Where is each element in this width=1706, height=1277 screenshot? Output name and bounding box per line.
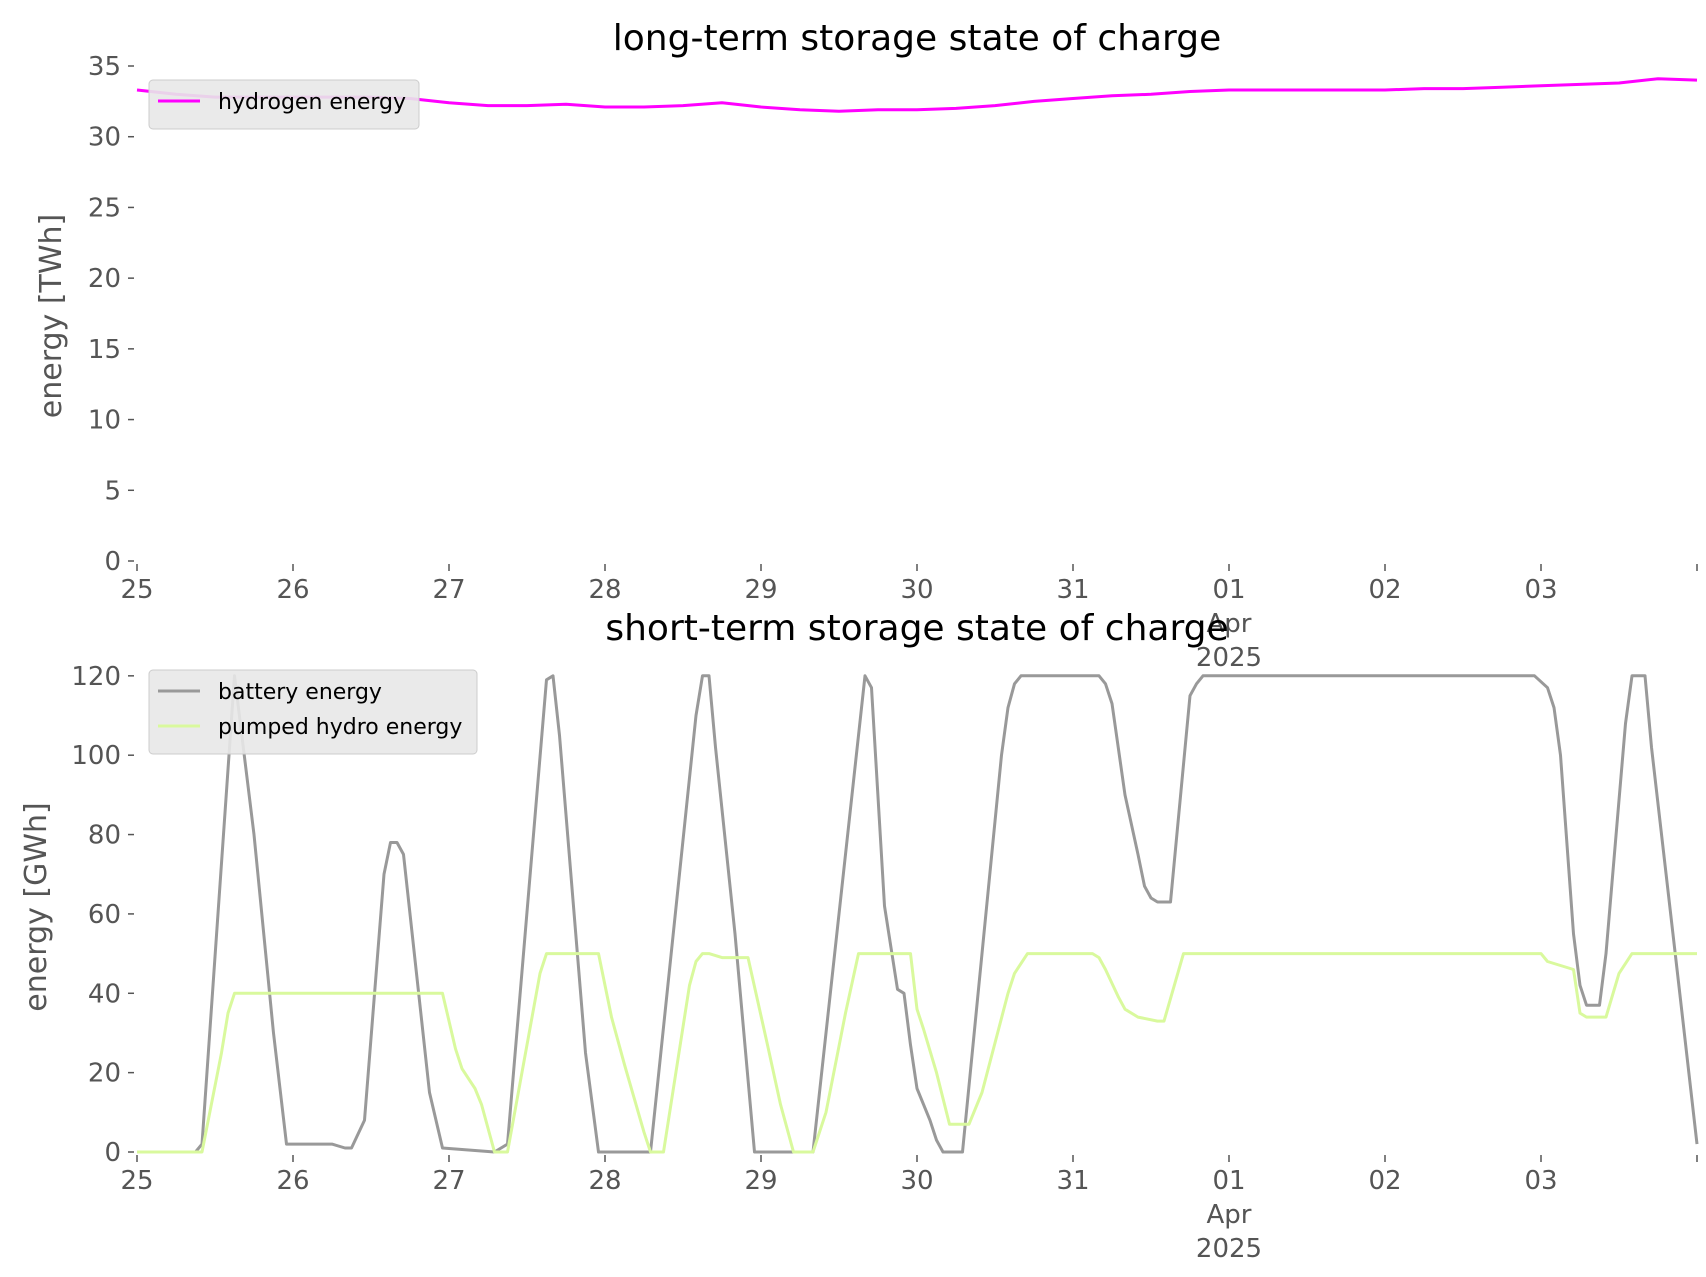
y-tick-label: 120 <box>71 662 121 692</box>
x-tick-label: 01 <box>1212 575 1245 605</box>
y-tick-label: 25 <box>88 193 121 223</box>
y-tick-label: 30 <box>88 123 121 153</box>
y-tick-label: 60 <box>88 900 121 930</box>
x-tick-label: 28 <box>588 575 621 605</box>
x-tick-label: 30 <box>900 1166 933 1196</box>
x-tick-sublabel: Apr <box>1207 1200 1252 1230</box>
x-tick-label: 03 <box>1524 1166 1557 1196</box>
long-term-chart: long-term storage state of charge energy… <box>34 18 1698 673</box>
legend-label: hydrogen energy <box>218 90 406 115</box>
x-tick-label: 03 <box>1524 575 1557 605</box>
x-tick-label: 02 <box>1368 1166 1401 1196</box>
x-tick-label: 31 <box>1056 1166 1089 1196</box>
plot-lines <box>137 674 1699 1154</box>
x-tick-label: 28 <box>588 1166 621 1196</box>
x-tick-sublabel: 2025 <box>1196 1234 1262 1264</box>
x-tick-label: 29 <box>744 1166 777 1196</box>
x-tick-label: 27 <box>432 1166 465 1196</box>
x-tick-label: 31 <box>1056 575 1089 605</box>
y-tick-label: 35 <box>88 52 121 82</box>
x-tick-label: 30 <box>900 575 933 605</box>
short-term-chart: short-term storage state of charge energ… <box>19 608 1699 1264</box>
legend-label: battery energy <box>218 680 382 705</box>
y-tick-label: 20 <box>88 264 121 294</box>
y-tick-label: 0 <box>104 1138 121 1168</box>
y-axis-label: energy [TWh] <box>34 214 69 418</box>
y-tick-label: 10 <box>88 406 121 436</box>
legend-box <box>148 79 420 130</box>
y-axis: 0 5 10 15 20 25 30 35 <box>88 52 134 577</box>
chart-title: short-term storage state of charge <box>605 608 1228 649</box>
legend: hydrogen energy <box>148 79 420 130</box>
x-axis: 25 26 27 28 29 30 31 01 Apr 2025 02 03 <box>120 1155 1698 1264</box>
x-tick-label: 26 <box>276 575 309 605</box>
y-tick-label: 5 <box>104 476 121 506</box>
x-tick-label: 25 <box>120 1166 153 1196</box>
y-tick-label: 15 <box>88 335 121 365</box>
y-tick-label: 20 <box>88 1059 121 1089</box>
chart-title: long-term storage state of charge <box>613 18 1221 59</box>
legend-box <box>148 669 478 755</box>
y-tick-label: 100 <box>71 741 121 771</box>
x-tick-label: 02 <box>1368 575 1401 605</box>
x-axis: 25 26 27 28 29 30 31 01 Apr 2025 02 03 <box>120 564 1698 673</box>
legend-label: pumped hydro energy <box>218 715 462 740</box>
x-tick-label: 25 <box>120 575 153 605</box>
y-tick-label: 80 <box>88 821 121 851</box>
y-axis-label: energy [GWh] <box>19 802 54 1011</box>
x-tick-sublabel: Apr <box>1207 609 1252 639</box>
x-tick-sublabel: 2025 <box>1196 643 1262 673</box>
y-axis: 0 20 40 60 80 100 120 <box>71 662 134 1168</box>
y-tick-label: 0 <box>104 547 121 577</box>
y-tick-label: 40 <box>88 979 121 1009</box>
series-line <box>137 952 1697 1154</box>
x-tick-label: 29 <box>744 575 777 605</box>
series-line <box>137 674 1699 1154</box>
x-tick-label: 26 <box>276 1166 309 1196</box>
legend: battery energy pumped hydro energy <box>148 669 478 755</box>
x-tick-label: 27 <box>432 575 465 605</box>
x-tick-label: 01 <box>1212 1166 1245 1196</box>
